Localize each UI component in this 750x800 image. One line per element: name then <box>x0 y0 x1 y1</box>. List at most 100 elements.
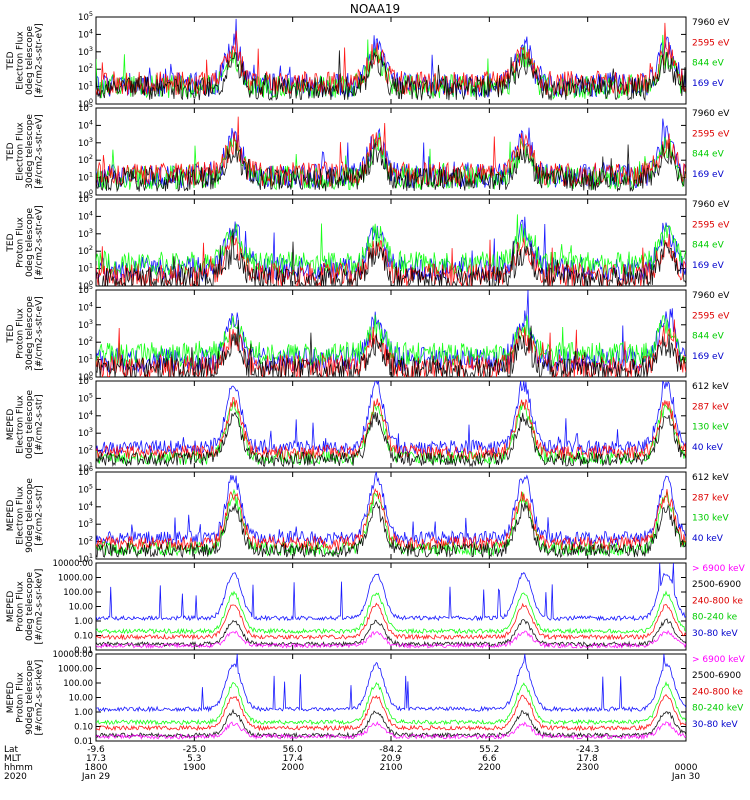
panel-ted-e-30: 100 101 102 103 104 105 TEDElectron Flux30deg … <box>6 101 730 201</box>
y-axis-label: MEPEDElectron Flux90deg telescope[#/cm2-… <box>6 478 45 553</box>
x-tick-label: 5.3 <box>187 754 201 764</box>
legend-entry: 240-800 ke <box>692 596 743 606</box>
legend-entry: 612 keV <box>692 382 729 392</box>
legend-entry: 30-80 keV <box>692 629 738 639</box>
legend-entry: 80-240 ke <box>692 613 738 623</box>
x-row-label: Lat <box>4 745 19 755</box>
y-tick-label: 105 <box>78 10 93 23</box>
legend-entry: 844 eV <box>692 332 725 342</box>
y-tick-label: 100 <box>78 188 93 201</box>
series-844-ev <box>96 214 686 277</box>
x-tick-label: 6.6 <box>482 754 497 764</box>
x-tick-label: 56.0 <box>283 745 303 755</box>
y-tick-label: 106 <box>78 465 93 478</box>
x-tick-label: 0000 <box>675 763 698 773</box>
y-tick-label: 102 <box>78 535 93 548</box>
x-tick-label: 2300 <box>576 763 599 773</box>
y-tick-label: 10000.00 <box>52 559 93 569</box>
panel-meped-p-90: 0.01 0.10 1.00 10.00 100.00 1000.00 10000.00 ME… <box>6 650 746 747</box>
y-tick-label: 104 <box>78 209 93 222</box>
series-612-kev <box>96 500 686 559</box>
series-30-80-kev <box>96 654 686 713</box>
x-tick-label: Jan 30 <box>671 772 700 782</box>
series-2500-6900-kev <box>96 618 686 648</box>
legend-entry: 169 eV <box>692 79 725 89</box>
traces <box>96 116 686 193</box>
series-287-kev <box>96 396 686 461</box>
y-tick-label: 105 <box>78 283 93 296</box>
y-tick-label: 10.00 <box>69 694 93 704</box>
series-7960-ev <box>96 142 686 193</box>
traces <box>96 654 686 741</box>
legend-entry: > 6900 keV <box>692 655 746 665</box>
y-tick-label: 0.10 <box>74 632 93 642</box>
series-40-kev <box>96 472 686 546</box>
x-tick-label: 17.4 <box>283 754 303 764</box>
y-tick-label: 101 <box>78 171 93 184</box>
y-tick-label: 0.10 <box>74 723 93 733</box>
legend-entry: 2595 eV <box>692 311 730 321</box>
legend-entry: 40 keV <box>692 534 724 544</box>
y-tick-label: 106 <box>78 374 93 387</box>
series-240-800-kev <box>96 602 686 641</box>
traces <box>96 18 686 102</box>
x-row-label: MLT <box>4 754 22 764</box>
legend-entry: 2500-6900 <box>692 580 741 590</box>
y-axis-label: MEPEDElectron Flux0deg telescope[#/cm2-s… <box>6 390 45 460</box>
legend-entry: 7960 eV <box>692 18 730 28</box>
y-tick-label: 1000.00 <box>58 665 93 675</box>
y-tick-label: 1000.00 <box>58 574 93 584</box>
legend-entry: 240-800 ke <box>692 687 743 697</box>
series-2595-ev <box>96 234 686 286</box>
y-tick-label: 1.00 <box>74 617 93 627</box>
series-80-240-kev <box>96 590 686 635</box>
legend-entry: 844 eV <box>692 59 725 69</box>
y-tick-label: 105 <box>78 482 93 495</box>
legend-entry: 130 keV <box>692 514 729 524</box>
series-844-ev <box>96 133 686 191</box>
x-row-label: 2020 <box>4 772 27 782</box>
panels: 100 101 102 103 104 105 TEDElectron Flux0deg t… <box>6 10 746 747</box>
y-tick-label: 101 <box>78 461 93 474</box>
traces <box>96 563 686 650</box>
legend-entry: 2595 eV <box>692 38 730 48</box>
panel-meped-e-0: 101 102 103 104 105 106 MEPEDElectron Flux0deg… <box>6 374 729 474</box>
series-80-240-kev <box>96 681 686 726</box>
legend-entry: 612 keV <box>692 473 729 483</box>
legend-entry: > 6900 keV <box>692 564 746 574</box>
panel-ted-p-0: 100 101 102 103 104 105 TEDProton Flux0deg tel… <box>6 192 730 292</box>
y-tick-label: 105 <box>78 101 93 114</box>
x-tick-label: 17.3 <box>86 754 106 764</box>
legend-entry: 30-80 keV <box>692 720 738 730</box>
legend-entry: 2595 eV <box>692 220 730 230</box>
y-tick-label: 100.00 <box>63 588 93 598</box>
y-tick-label: 101 <box>78 262 93 275</box>
legend-entry: 287 keV <box>692 402 729 412</box>
figure-title: NOAA19 <box>350 2 400 16</box>
y-axis-label: TEDProton Flux30deg telescope[#/cm2-s-st… <box>6 296 45 371</box>
y-tick-label: 102 <box>78 62 93 75</box>
legend-entry: 7960 eV <box>692 200 730 210</box>
y-tick-label: 101 <box>78 353 93 366</box>
x-tick-label: -84.2 <box>379 745 402 755</box>
traces <box>96 290 686 377</box>
y-tick-label: 104 <box>78 27 93 40</box>
x-tick-label: 1900 <box>183 763 206 773</box>
y-tick-label: 102 <box>78 244 93 257</box>
legend-entry: 130 keV <box>692 423 729 433</box>
y-axis-label: TEDProton Flux0deg telescope[#/cm2-s-str… <box>6 205 45 280</box>
y-tick-label: 0.01 <box>74 646 93 656</box>
y-tick-label: 100.00 <box>63 679 93 689</box>
x-tick-label: -25.0 <box>183 745 207 755</box>
legend-entry: 169 eV <box>692 352 725 362</box>
x-tick-label: -9.6 <box>87 745 105 755</box>
y-tick-label: 10000.00 <box>52 650 93 660</box>
y-tick-label: 104 <box>78 409 93 422</box>
y-tick-label: 100 <box>78 279 93 292</box>
y-tick-label: 103 <box>78 45 93 58</box>
x-tick-label: 2200 <box>478 763 501 773</box>
x-tick-label: Jan 29 <box>81 772 110 782</box>
y-tick-label: 102 <box>78 153 93 166</box>
y-tick-label: 1.00 <box>74 708 93 718</box>
